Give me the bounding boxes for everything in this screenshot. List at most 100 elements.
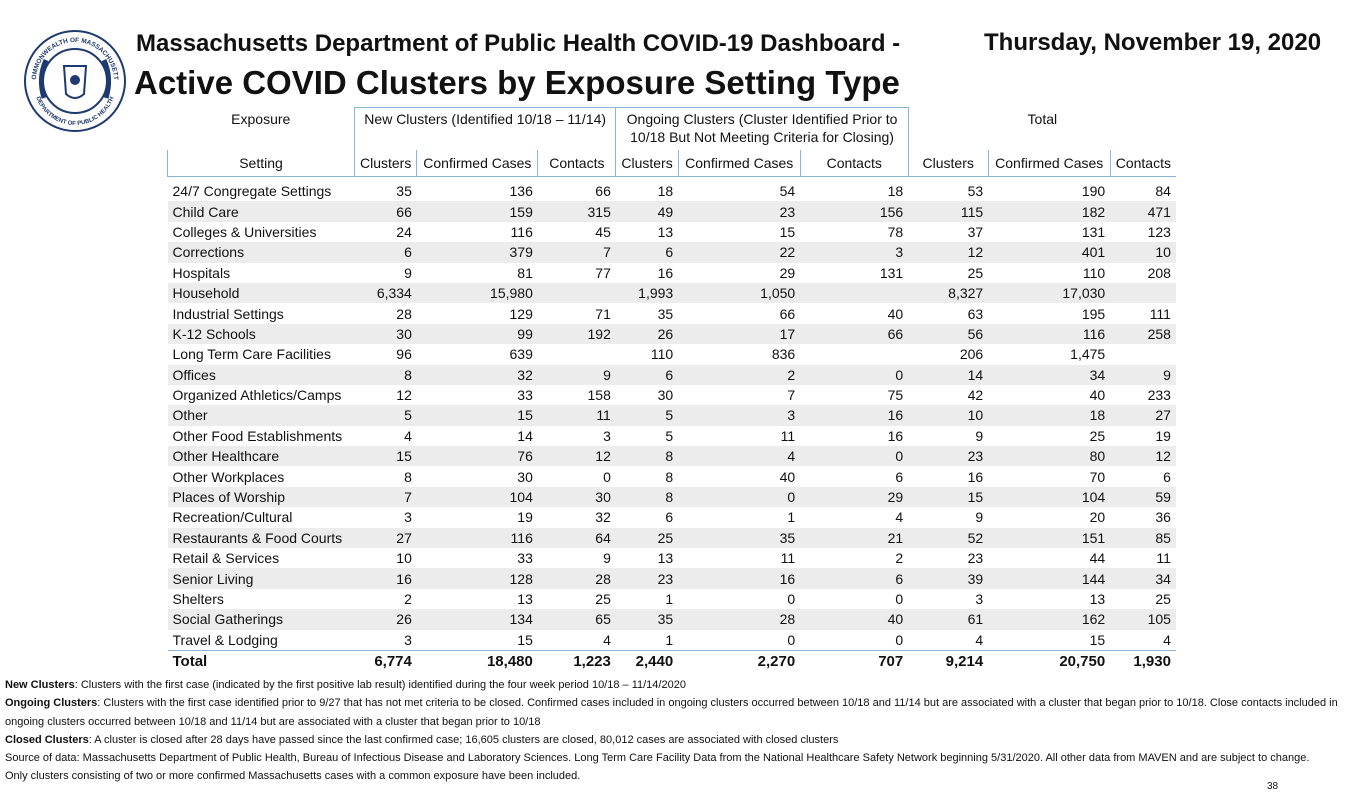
- cell: 99: [416, 323, 538, 345]
- table-row: Offices 8 32 9 6 2 0 14 34 9: [167, 364, 1176, 385]
- cell: 20: [1089, 509, 1106, 526]
- cell: 33: [517, 550, 533, 567]
- cell: 11: [537, 405, 616, 426]
- cell: 104: [988, 486, 1111, 508]
- setting-name: Other Food Establishments: [172, 427, 343, 444]
- cell: 18: [657, 183, 674, 200]
- cell: 25: [1089, 427, 1106, 444]
- table-row: Other Workplaces 8 30 0 8 40 6 16 70 6: [168, 466, 1176, 486]
- group-header: Exposure: [231, 110, 291, 127]
- setting-name: Child Care: [167, 201, 355, 222]
- cell: 40: [887, 305, 904, 322]
- cell: 39: [908, 568, 989, 589]
- table-row: Recreation/Cultural 3 19 32 6 1 4 9 20 36: [168, 507, 1176, 527]
- cell: 10: [1110, 242, 1176, 263]
- setting-name: 24/7 Congregate Settings: [172, 183, 332, 200]
- table-row: 24/7 Congregate Settings 35 136 66 18 54 18 53 1…: [168, 181, 1176, 201]
- cell: 23: [615, 568, 679, 589]
- seal-text: COMMONWEALTH OF MASSACHUSETTS: [22, 28, 119, 80]
- cell: 0: [787, 631, 796, 648]
- cell: 131: [879, 264, 904, 281]
- cell: 5: [615, 405, 679, 426]
- note-label: Ongoing Clusters: [5, 697, 98, 710]
- cell: 6: [615, 242, 679, 263]
- cell: 23: [678, 201, 801, 222]
- table-row: Industrial Settings 28 129 71 35 66 40 63 195 111: [168, 303, 1176, 323]
- cell: 401: [988, 242, 1111, 263]
- table-row: Colleges & Universities 24 116 45 13 15 78 37 13…: [168, 222, 1176, 242]
- cell: 1: [665, 591, 674, 607]
- cell: 29: [800, 486, 909, 508]
- cell: 45: [595, 223, 611, 240]
- shield: [62, 65, 88, 99]
- cell: 35: [615, 609, 679, 630]
- table-row: Other Healthcare 15 76 12 8 4 0 23 80 12: [167, 446, 1176, 467]
- cell: 66: [800, 323, 909, 345]
- setting-name: Recreation/Cultural: [172, 509, 293, 526]
- cell: 30: [537, 486, 616, 508]
- cell: 208: [1147, 264, 1171, 281]
- cell: 5: [354, 405, 417, 426]
- cell: 12: [908, 242, 989, 263]
- cell: 1,475: [1070, 346, 1106, 363]
- seal-text-top: COMMONWEALTH OF MASSACHUSETTS: [22, 28, 119, 80]
- cell: 0: [895, 591, 904, 607]
- setting-name: K-12 Schools: [167, 323, 355, 345]
- cell: 315: [537, 201, 616, 222]
- cell: 11: [1156, 550, 1171, 567]
- laurel: [38, 58, 112, 99]
- cell: 24: [396, 223, 412, 240]
- cell: 116: [510, 223, 533, 240]
- setting-name: Restaurants & Food Courts: [167, 527, 355, 549]
- table-row: Places of Worship 7 104 30 8 0 29 15 104 59: [167, 486, 1176, 508]
- cell: 3: [678, 405, 801, 426]
- cell: 66: [595, 183, 611, 200]
- column-header: Contacts: [1109, 150, 1176, 177]
- table-row: Other 5 15 11 5 3 16 10 18 27: [167, 405, 1176, 426]
- cell: 128: [416, 568, 538, 589]
- cell: 379: [416, 242, 538, 263]
- cell: 2: [678, 364, 801, 385]
- cell: 4: [975, 631, 984, 648]
- cell: 15: [908, 486, 989, 508]
- cell: 84: [1155, 183, 1171, 200]
- cell: 162: [988, 609, 1111, 630]
- cell: 136: [509, 183, 533, 200]
- date: Thursday, November 19, 2020: [984, 29, 1322, 56]
- cell: 4: [678, 446, 801, 467]
- cell: 76: [416, 446, 538, 467]
- note-text: Only clusters consisting of two or more …: [5, 770, 581, 783]
- column-header: Confirmed Cases: [677, 150, 801, 177]
- setting-name: Colleges & Universities: [172, 223, 317, 240]
- cell: 25: [615, 527, 679, 549]
- cell: 111: [1149, 305, 1171, 322]
- cell: 70: [1089, 468, 1106, 485]
- cell: 5: [665, 427, 674, 444]
- cell: 64: [537, 527, 616, 549]
- cell: 27: [354, 527, 417, 549]
- cell: 15,980: [416, 282, 538, 304]
- cell: 104: [416, 486, 538, 508]
- cell: 195: [1081, 305, 1106, 322]
- notes: New Clusters: Clusters with the first ca…: [5, 676, 1357, 786]
- cell: 12: [537, 446, 616, 467]
- cell: 129: [509, 305, 533, 322]
- seal-figure: [70, 75, 80, 85]
- cell: 28: [678, 609, 801, 630]
- cell: 471: [1110, 201, 1176, 222]
- cell: 8: [354, 364, 417, 385]
- cell: 12: [396, 387, 412, 404]
- cell: 144: [988, 568, 1111, 589]
- cell: 35: [657, 305, 674, 322]
- logo: COMMONWEALTH OF MASSACHUSETTS DEPARTMENT…: [22, 28, 126, 132]
- cell: 16: [800, 405, 909, 426]
- cell: 8,327: [908, 282, 989, 304]
- cell: 158: [587, 387, 611, 404]
- cell: 75: [887, 387, 904, 404]
- cell: 123: [1147, 223, 1171, 240]
- note-text: : Clusters with the first case identifie…: [5, 697, 1338, 728]
- cell: 29: [779, 264, 796, 281]
- cell: 1,050: [678, 282, 801, 304]
- cell: 11: [780, 427, 796, 444]
- cell: 159: [416, 201, 538, 222]
